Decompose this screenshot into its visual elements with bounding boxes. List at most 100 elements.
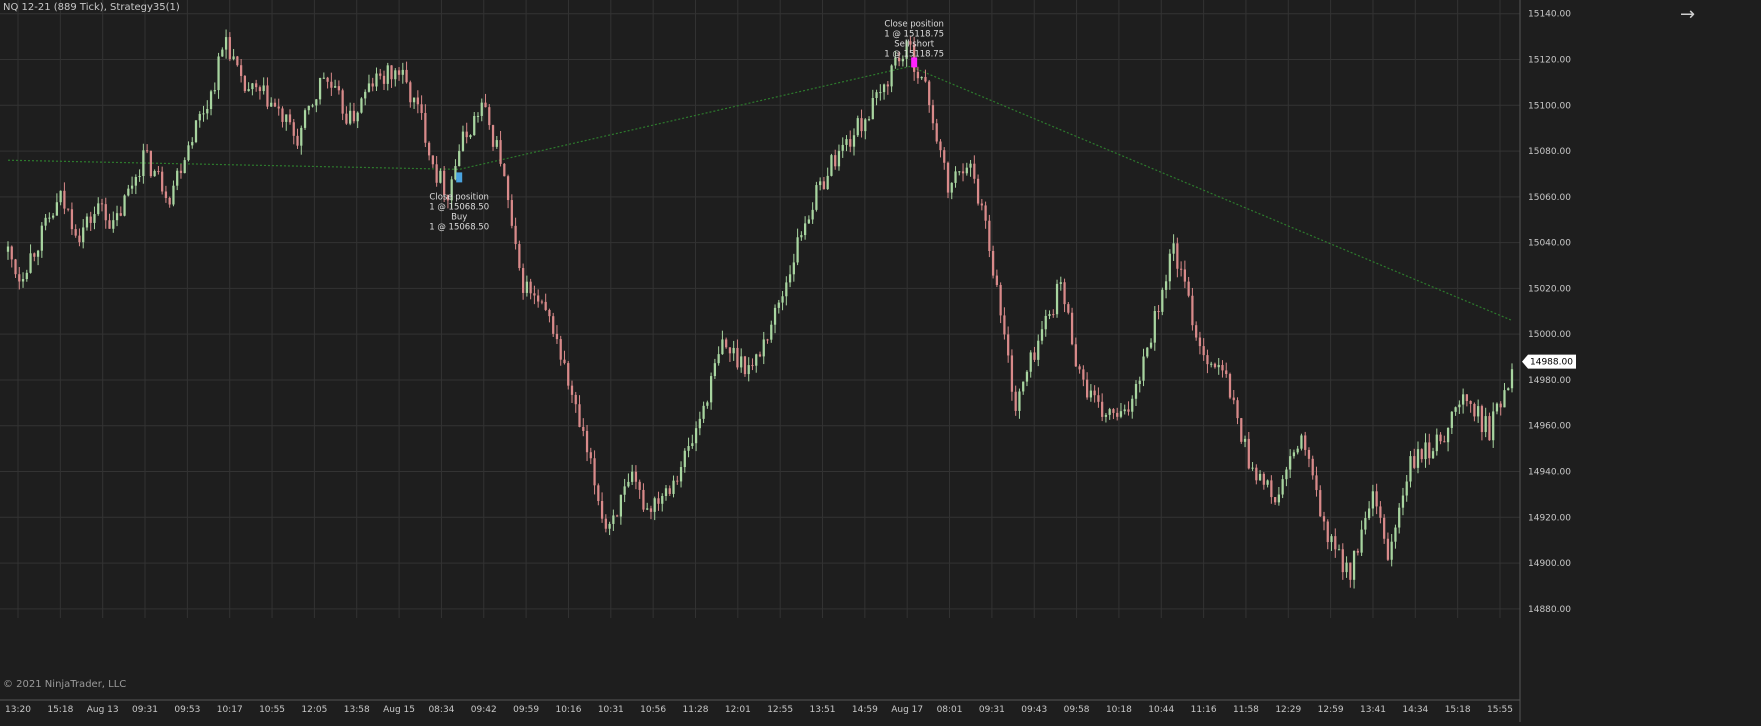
- candle-body: [901, 58, 905, 62]
- candle-body: [1401, 495, 1405, 508]
- candle-body: [1258, 473, 1262, 481]
- trade-annotation: Close position: [884, 19, 944, 29]
- candle-body: [1089, 390, 1093, 398]
- candle-body: [1285, 469, 1288, 480]
- candle-body: [1210, 363, 1213, 365]
- trade-annotation: 1 @ 15118.75: [884, 29, 944, 39]
- candle-body: [130, 185, 134, 189]
- candle-body: [341, 90, 344, 114]
- candle-body: [1097, 395, 1100, 402]
- candle-body: [961, 171, 965, 174]
- candle-body: [115, 213, 119, 221]
- x-tick-label: 09:59: [513, 705, 539, 715]
- candle-body: [849, 139, 852, 147]
- candle-body: [973, 163, 976, 179]
- buy-marker[interactable]: [456, 172, 463, 183]
- candle-body: [412, 97, 416, 103]
- candle-body: [258, 87, 262, 92]
- candle-body: [1349, 562, 1352, 580]
- candle-body: [1495, 403, 1499, 412]
- candle-body: [322, 77, 325, 79]
- candle-body: [360, 98, 363, 113]
- candle-body: [1149, 342, 1153, 348]
- candle-body: [570, 385, 574, 395]
- candle-body: [1439, 434, 1442, 442]
- x-tick-label: 15:18: [1445, 705, 1471, 715]
- candle-body: [758, 354, 762, 357]
- candle-body: [1356, 550, 1359, 553]
- candle-body: [382, 75, 386, 84]
- candle-body: [661, 496, 664, 504]
- candle-body: [40, 225, 43, 251]
- candle-body: [33, 253, 36, 257]
- candle-body: [1300, 435, 1303, 449]
- candle-body: [307, 105, 310, 111]
- candle-body: [1477, 406, 1480, 417]
- candle-body: [1304, 435, 1307, 450]
- candle-body: [145, 150, 149, 152]
- candle-body: [420, 104, 423, 114]
- candle-body: [1221, 364, 1224, 371]
- candle-body: [1247, 438, 1250, 469]
- candle-body: [1101, 401, 1104, 417]
- candle-body: [303, 110, 307, 128]
- candle-body: [1484, 416, 1487, 433]
- candle-body: [683, 450, 686, 468]
- x-tick-label: 11:58: [1233, 705, 1259, 715]
- candle-body: [755, 354, 758, 366]
- candle-body: [845, 139, 848, 145]
- candle-body: [1176, 243, 1179, 269]
- candle-body: [352, 110, 356, 122]
- candle-body: [1168, 253, 1171, 282]
- sell-marker[interactable]: [911, 57, 918, 68]
- x-tick-label: Aug 17: [891, 705, 923, 715]
- candle-body: [506, 176, 510, 201]
- candle-body: [491, 125, 495, 147]
- candle-body: [277, 106, 280, 109]
- arrow-right-icon[interactable]: →: [1680, 4, 1696, 25]
- candle-body: [826, 175, 829, 190]
- y-tick-label: 14960.00: [1528, 422, 1571, 432]
- candle-body: [931, 105, 935, 124]
- candle-body: [93, 214, 96, 223]
- candle-body: [830, 155, 833, 176]
- candle-body: [864, 119, 867, 132]
- candle-body: [1383, 517, 1386, 539]
- candle-body: [559, 339, 562, 360]
- candle-body: [1322, 516, 1326, 522]
- candle-body: [1007, 334, 1010, 356]
- candle-body: [533, 293, 536, 296]
- candle-body: [743, 356, 747, 375]
- candle-body: [164, 191, 168, 198]
- candle-body: [281, 108, 284, 122]
- y-tick-label: 14880.00: [1528, 605, 1571, 615]
- candle-body: [1435, 434, 1438, 452]
- candle-body: [104, 204, 107, 221]
- candle-body: [969, 163, 972, 168]
- candle-body: [773, 307, 777, 325]
- candle-body: [1048, 314, 1051, 316]
- candle-body: [74, 229, 77, 236]
- candle-body: [1134, 383, 1138, 399]
- candle-body: [1255, 467, 1258, 481]
- candle-body: [1236, 400, 1239, 419]
- candle-body: [70, 209, 74, 230]
- y-tick-label: 15100.00: [1528, 101, 1571, 111]
- candle-body: [1352, 550, 1356, 580]
- x-tick-label: 12:01: [725, 705, 751, 715]
- candle-body: [1074, 344, 1077, 367]
- candle-body: [266, 85, 269, 107]
- candle-body: [273, 102, 277, 107]
- candle-body: [427, 142, 431, 156]
- x-tick-label: 15:55: [1487, 705, 1513, 715]
- x-tick-label: 12:55: [767, 705, 793, 715]
- candle-body: [619, 494, 623, 517]
- candle-body: [1070, 312, 1074, 345]
- candle-body: [687, 446, 690, 451]
- candle-body: [875, 92, 878, 99]
- candle-body: [1266, 480, 1269, 485]
- candle-body: [390, 65, 393, 80]
- x-tick-label: 12:59: [1318, 705, 1344, 715]
